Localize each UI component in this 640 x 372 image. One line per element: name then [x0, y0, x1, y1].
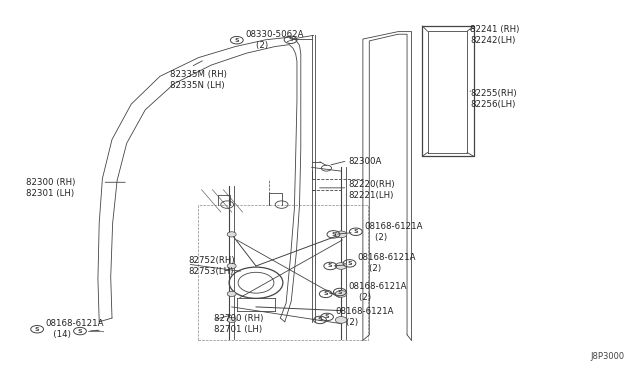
Circle shape — [335, 291, 347, 297]
Text: 82300A: 82300A — [349, 157, 382, 166]
Circle shape — [227, 263, 236, 269]
Text: S: S — [323, 291, 328, 296]
Text: 08168-6121A
   (14): 08168-6121A (14) — [45, 319, 104, 339]
Text: S: S — [317, 317, 323, 323]
Text: S: S — [77, 328, 83, 334]
Text: S: S — [328, 263, 333, 269]
Circle shape — [227, 232, 236, 237]
Text: 82255(RH)
82256(LH): 82255(RH) 82256(LH) — [470, 89, 517, 109]
Text: J8P3000: J8P3000 — [590, 352, 624, 361]
Circle shape — [335, 231, 347, 238]
Text: S: S — [324, 314, 330, 320]
Circle shape — [335, 263, 347, 269]
Text: S: S — [353, 229, 358, 234]
Text: 82220(RH)
82221(LH): 82220(RH) 82221(LH) — [349, 180, 396, 200]
Text: 82241 (RH)
82242(LH): 82241 (RH) 82242(LH) — [470, 25, 520, 45]
Text: S: S — [337, 289, 342, 295]
Text: S: S — [331, 232, 336, 237]
Text: 08168-6121A
    (2): 08168-6121A (2) — [364, 222, 422, 242]
Circle shape — [227, 317, 236, 323]
Circle shape — [227, 291, 236, 296]
Text: 82752(RH)
82753(LH): 82752(RH) 82753(LH) — [189, 256, 236, 276]
Text: S: S — [288, 37, 293, 42]
Text: 08168-6121A
    (2): 08168-6121A (2) — [358, 253, 416, 273]
Text: 82300 (RH)
82301 (LH): 82300 (RH) 82301 (LH) — [26, 178, 75, 198]
Circle shape — [335, 317, 347, 323]
Text: 82335M (RH)
82335N (LH): 82335M (RH) 82335N (LH) — [170, 70, 227, 90]
Text: S: S — [347, 261, 352, 266]
Text: 82700 (RH)
82701 (LH): 82700 (RH) 82701 (LH) — [214, 314, 264, 334]
Text: 08168-6121A
    (2): 08168-6121A (2) — [335, 307, 394, 327]
Text: S: S — [35, 327, 40, 332]
Text: 08330-5062A
    (2): 08330-5062A (2) — [245, 30, 303, 50]
Text: 08168-6121A
    (2): 08168-6121A (2) — [348, 282, 406, 302]
Text: S: S — [234, 38, 239, 43]
